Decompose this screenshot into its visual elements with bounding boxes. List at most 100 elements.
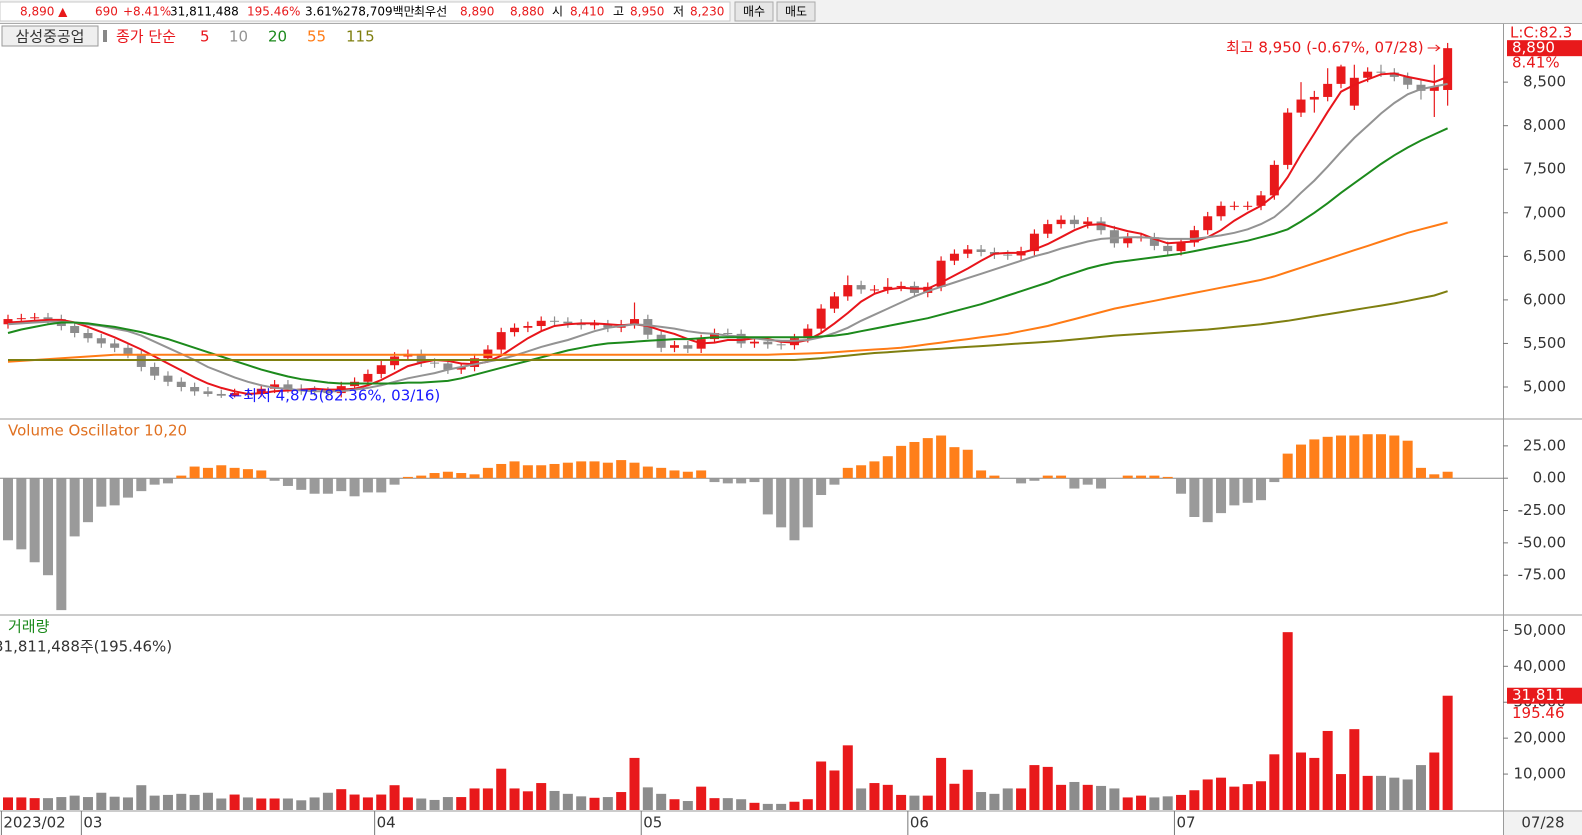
legend-entry: 20: [268, 28, 287, 46]
ma-line: [7, 82, 1448, 393]
oscillator-bar: [1429, 474, 1440, 479]
oscillator-bar: [1176, 478, 1187, 494]
volume-bar: [1269, 754, 1280, 810]
oscillator-bar: [829, 478, 840, 485]
volume-bar: [1189, 790, 1200, 810]
last-price-label: 8,890: [1512, 39, 1555, 57]
volume-bar: [242, 797, 253, 810]
oscillator-bar: [869, 461, 880, 479]
y-tick-label: 5,500: [1523, 334, 1566, 352]
volume-bar: [536, 783, 547, 810]
low-label: 저: [673, 5, 684, 19]
volume-bar: [1136, 795, 1147, 810]
amount: 278,709백만: [343, 5, 415, 19]
x-tick-label: 07: [1176, 814, 1195, 832]
oscillator-bar: [922, 438, 933, 479]
oscillator-bar: [1322, 436, 1333, 479]
candle-body: [230, 393, 240, 396]
candle-body: [550, 320, 560, 322]
oscillator-bar: [776, 478, 787, 528]
candle-body: [123, 347, 133, 354]
legend-entry: 55: [307, 28, 326, 46]
volume-bar: [509, 788, 520, 810]
x-tick-label: 04: [377, 814, 396, 832]
oscillator-bar: [1269, 478, 1280, 483]
candle-body: [256, 388, 266, 394]
oscillator-bar: [1375, 434, 1386, 479]
low-arrow: [228, 392, 242, 400]
volume-bar: [1336, 774, 1346, 810]
oscillator-bar: [282, 478, 293, 486]
oscillator-bar: [1216, 478, 1227, 514]
volume-bar: [1242, 784, 1253, 810]
oscillator-bar: [82, 478, 93, 523]
oscillator-bar: [229, 467, 240, 479]
oscillator-bar: [1309, 439, 1320, 479]
candle-body: [96, 338, 106, 344]
oscillator-bar: [1256, 478, 1267, 501]
volume-bar: [149, 795, 160, 810]
sell-button-label[interactable]: 매도: [785, 5, 807, 19]
oscillator-bar: [816, 478, 827, 496]
candle-body: [536, 320, 546, 327]
bid: 8,880: [510, 5, 544, 19]
volume-bar: [616, 792, 627, 810]
quote-box: [0, 1, 731, 22]
y-tick-label: 50,000: [1514, 621, 1567, 639]
volume-bar: [762, 803, 773, 810]
volume-bar: [869, 783, 880, 810]
volume-bar: [1389, 777, 1400, 810]
volume-bar: [602, 797, 613, 810]
candle-body: [216, 393, 226, 396]
volume-bar: [909, 795, 920, 810]
volume-bar: [1362, 775, 1373, 810]
oscillator-bar: [3, 478, 13, 541]
buy-button-label[interactable]: 매수: [743, 5, 765, 19]
candle-body: [1309, 96, 1319, 100]
volume-bar: [109, 796, 120, 810]
candle-body: [30, 317, 40, 319]
best-quote-label: 최우선: [414, 5, 447, 19]
candle-body: [176, 381, 186, 387]
candle-body: [1069, 219, 1079, 225]
volume-bar: [549, 790, 560, 810]
oscillator-bar: [402, 476, 413, 479]
oscillator-bar: [336, 478, 347, 492]
symbol-box[interactable]: [1, 25, 99, 47]
candle-body: [363, 373, 373, 382]
volume-bar: [1229, 786, 1240, 810]
oscillator-bar: [1389, 435, 1400, 479]
ask: 8,890: [460, 5, 494, 19]
y-tick-label: -75.00: [1518, 566, 1566, 584]
volume-bar: [1016, 788, 1027, 810]
volume-bar: [789, 801, 800, 810]
candle-body: [709, 332, 719, 340]
legend-entry: 115: [346, 28, 375, 46]
volume-bar: [389, 785, 400, 810]
open-label: 시: [552, 5, 563, 19]
high-arrow: [1427, 44, 1441, 52]
buy-button[interactable]: [734, 1, 774, 22]
y-tick-label: 5,000: [1523, 377, 1566, 395]
oscillator-bar: [496, 463, 507, 479]
candle-body: [1163, 245, 1173, 252]
candle-body: [150, 366, 160, 376]
sell-button[interactable]: [776, 1, 816, 22]
oscillator-bar: [642, 466, 653, 479]
candle-body: [1109, 230, 1119, 244]
candle-body: [936, 260, 946, 287]
y-tick-label: 0.00: [1533, 469, 1566, 487]
separator-icon: [103, 30, 107, 42]
symbol-name[interactable]: 삼성중공업: [15, 28, 84, 46]
oscillator-bar: [1016, 478, 1027, 484]
oscillator-bar: [909, 441, 920, 479]
volume-bar: [229, 794, 240, 810]
oscillator-bar: [1336, 435, 1346, 479]
oscillator-bar: [669, 470, 680, 479]
oscillator-bar: [882, 456, 893, 479]
candle-body: [1083, 221, 1093, 225]
volume-bar: [82, 797, 93, 810]
volume-bar: [456, 797, 467, 810]
candle-body: [376, 365, 386, 374]
oscillator-bar: [242, 469, 253, 479]
